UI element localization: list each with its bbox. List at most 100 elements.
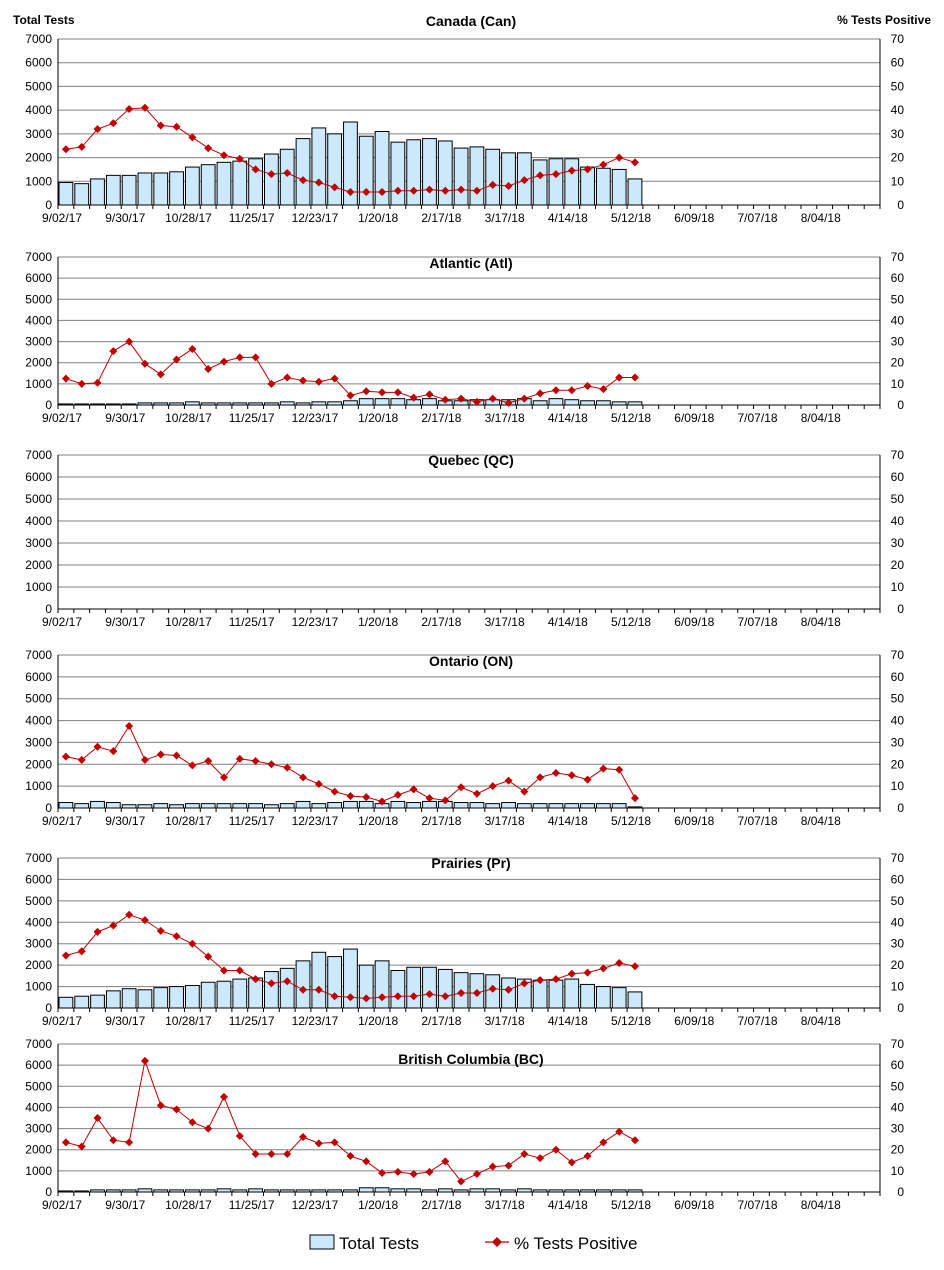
total-tests-bar (564, 803, 580, 809)
left-tick-label: 7000 (25, 851, 52, 865)
total-tests-bar (153, 987, 169, 1009)
total-tests-bar (264, 804, 279, 809)
total-tests-bar (311, 1189, 327, 1193)
pct-positive-marker (61, 752, 70, 761)
total-tests-bar (184, 166, 200, 206)
total-tests-bar (200, 981, 216, 1009)
total-tests-bar (501, 802, 516, 809)
pct-positive-marker (219, 966, 228, 975)
pct-positive-marker (630, 1136, 639, 1145)
total-tests-bar (437, 140, 453, 206)
pct-positive-marker (378, 797, 387, 806)
total-tests-bar (343, 948, 358, 1009)
total-tests-bar (169, 986, 184, 1009)
pct-positive-marker (504, 985, 513, 994)
total-tests-bar (248, 803, 263, 809)
right-tick-label: 40 (891, 103, 905, 117)
total-tests-bar (422, 966, 437, 1009)
left-tick-label: 5000 (25, 894, 52, 908)
right-tick-label: 50 (891, 292, 905, 306)
left-tick-label: 4000 (25, 103, 52, 117)
pct-positive-marker (204, 144, 213, 153)
right-tick-label: 20 (891, 757, 905, 771)
pct-positive-marker (615, 1127, 624, 1136)
pct-positive-marker (172, 1105, 181, 1114)
right-tick-label: 60 (891, 872, 905, 886)
total-tests-bar (611, 1189, 627, 1193)
total-tests-bar (311, 127, 327, 206)
total-tests-bar (137, 402, 153, 406)
pct-positive-marker (235, 966, 244, 975)
total-tests-bar (58, 1190, 74, 1193)
left-tick-label: 4000 (25, 915, 52, 929)
panel-title: Prairies (Pr) (431, 855, 510, 871)
pct-positive-marker (536, 171, 545, 180)
pct-positive-marker (204, 1124, 213, 1133)
pct-positive-marker (567, 386, 576, 395)
pct-positive-marker (188, 344, 197, 353)
total-tests-bar (548, 158, 564, 206)
total-tests-bar (248, 402, 263, 406)
right-tick-label: 50 (891, 492, 905, 506)
total-tests-bar (121, 1189, 137, 1193)
x-tick-label: 11/25/17 (229, 411, 275, 425)
total-tests-bar (232, 160, 248, 206)
panel-2: 0 0 1000 10 2000 20 3000 30 4000 40 5000 50 6000 60 70… (25, 448, 904, 629)
pct-positive-marker (551, 386, 560, 395)
left-tick-label: 7000 (25, 648, 52, 662)
pct-positive-marker (536, 773, 545, 782)
x-tick-label: 5/12/18 (611, 211, 651, 225)
total-tests-bar (311, 803, 327, 809)
total-tests-bar (390, 970, 406, 1009)
pct-positive-marker (172, 122, 181, 131)
left-tick-label: 4000 (25, 714, 52, 728)
left-tick-label: 3000 (25, 1122, 52, 1136)
x-tick-label: 3/17/18 (485, 1198, 525, 1212)
total-tests-bar (74, 403, 90, 406)
pct-positive-marker (299, 1133, 308, 1142)
right-tick-label: 40 (891, 1100, 905, 1114)
total-tests-bar (200, 402, 216, 406)
total-tests-bar (121, 804, 137, 809)
left-tick-label: 6000 (25, 872, 52, 886)
x-tick-label: 10/28/17 (165, 814, 212, 828)
right-tick-label: 70 (891, 250, 905, 264)
total-tests-bar (390, 1188, 406, 1193)
total-tests-bar (184, 803, 200, 809)
left-tick-label: 1000 (25, 779, 52, 793)
total-tests-bar (295, 800, 311, 809)
total-tests-bar (611, 168, 627, 206)
total-tests-bar (153, 803, 169, 809)
total-tests-bar (611, 401, 627, 406)
x-tick-label: 7/07/18 (738, 411, 778, 425)
pct-positive-marker (615, 765, 624, 774)
pct-positive-marker (504, 182, 513, 191)
total-tests-bar (295, 960, 311, 1009)
total-tests-bar (327, 802, 343, 809)
pct-positive-marker (567, 1158, 576, 1167)
pct-positive-marker (393, 1167, 402, 1176)
left-tick-label: 7000 (25, 448, 52, 462)
pct-positive-marker (77, 1142, 86, 1151)
right-tick-label: 30 (891, 536, 905, 550)
pct-positive-marker (504, 776, 513, 785)
total-tests-bar (58, 181, 74, 206)
x-tick-label: 10/28/17 (165, 1198, 212, 1212)
pct-positive-marker (488, 180, 497, 189)
panel-3: 0 0 1000 10 2000 20 3000 30 4000 40 5000 50 6000 60 70… (25, 648, 904, 828)
left-tick-label: 1000 (25, 580, 52, 594)
total-tests-bar (200, 164, 216, 206)
pct-positive-marker (599, 385, 608, 394)
pct-positive-marker (172, 932, 181, 941)
total-tests-bar (422, 1189, 437, 1193)
total-tests-bar (358, 800, 374, 809)
pct-positive-marker (109, 119, 118, 128)
total-tests-bar (437, 1188, 453, 1193)
total-tests-bar (358, 964, 374, 1009)
total-tests-bar (390, 800, 406, 809)
pct-positive-marker (457, 989, 466, 997)
right-tick-label: 0 (897, 1001, 904, 1015)
right-tick-label: 0 (897, 398, 904, 412)
right-tick-label: 30 (891, 335, 905, 349)
pct-positive-marker (140, 755, 149, 764)
